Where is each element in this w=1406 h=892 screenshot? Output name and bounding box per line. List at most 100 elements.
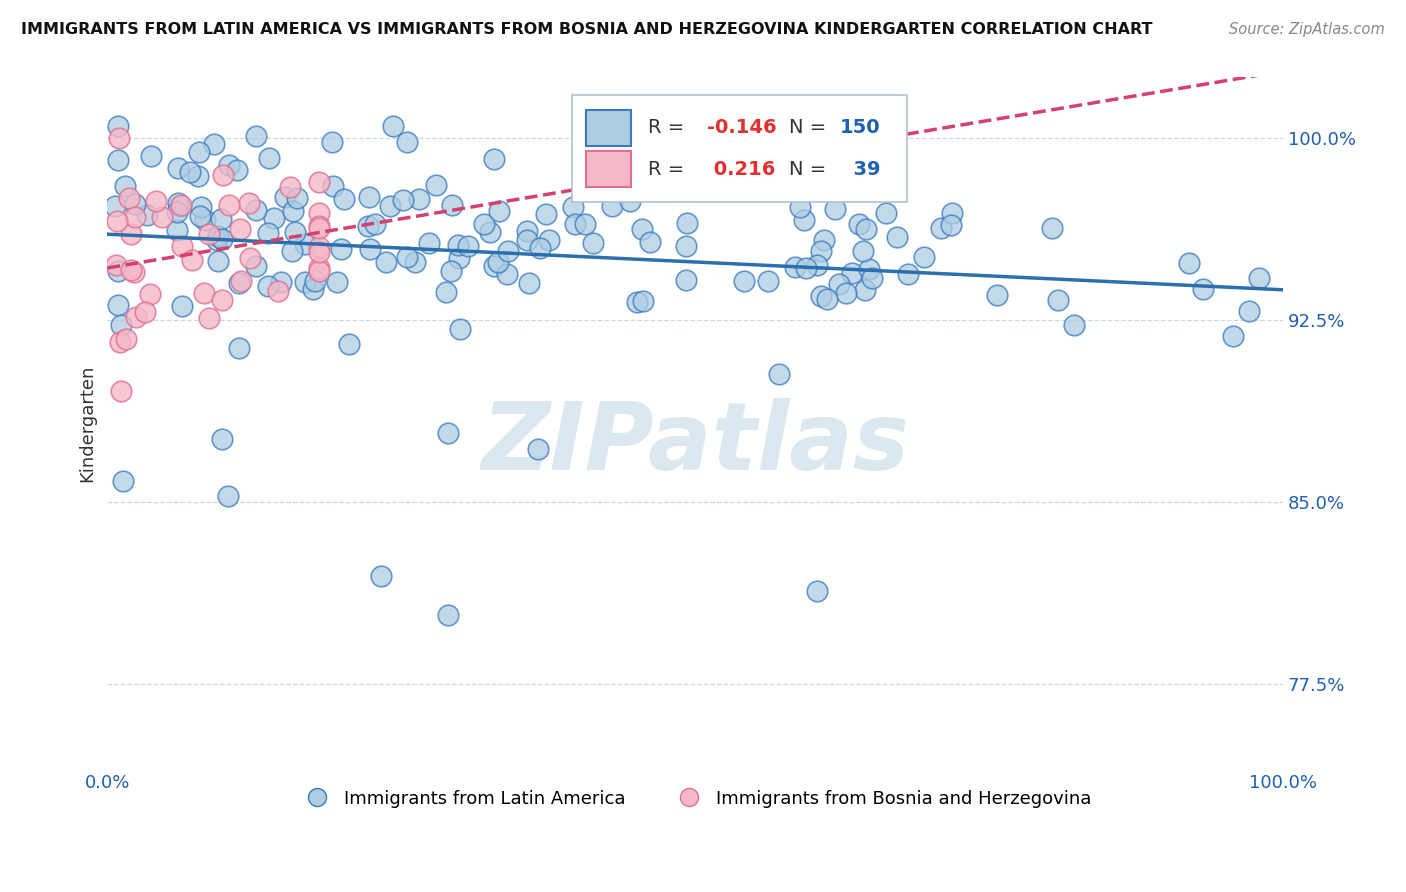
Point — [150, 210, 173, 224]
Point — [537, 233, 560, 247]
Point — [374, 255, 396, 269]
Point — [1040, 221, 1063, 235]
Point — [325, 275, 347, 289]
Text: Source: ZipAtlas.com: Source: ZipAtlas.com — [1229, 22, 1385, 37]
Point — [482, 259, 505, 273]
Point — [479, 225, 502, 239]
Point — [582, 236, 605, 251]
Legend: Immigrants from Latin America, Immigrants from Bosnia and Herzegovina: Immigrants from Latin America, Immigrant… — [292, 782, 1098, 815]
Point — [631, 294, 654, 309]
Point — [120, 263, 142, 277]
Point — [278, 179, 301, 194]
Point — [187, 145, 209, 159]
Point — [111, 474, 134, 488]
Point — [202, 136, 225, 151]
Point — [370, 568, 392, 582]
Point — [457, 238, 479, 252]
Point — [322, 179, 344, 194]
Point — [218, 158, 240, 172]
Point — [815, 292, 838, 306]
Point — [207, 233, 229, 247]
Text: N =: N = — [789, 160, 832, 179]
Text: 0.216: 0.216 — [707, 160, 775, 179]
Point — [929, 221, 952, 235]
Point — [337, 337, 360, 351]
Point — [1237, 303, 1260, 318]
Point — [380, 199, 402, 213]
Point — [124, 211, 146, 225]
Point — [897, 267, 920, 281]
Point — [229, 221, 252, 235]
Point — [281, 244, 304, 259]
Point — [848, 217, 870, 231]
Point — [675, 273, 697, 287]
Point — [218, 198, 240, 212]
Text: ZIPatlas: ZIPatlas — [481, 398, 910, 490]
Point — [190, 200, 212, 214]
Point — [418, 235, 440, 250]
Point — [835, 286, 858, 301]
Point — [939, 218, 962, 232]
Point — [486, 255, 509, 269]
Point — [1047, 293, 1070, 308]
Y-axis label: Kindergarten: Kindergarten — [79, 364, 96, 482]
Point — [179, 165, 201, 179]
Point — [357, 219, 380, 233]
Point — [529, 241, 551, 255]
Point — [437, 607, 460, 622]
Point — [194, 212, 217, 227]
Point — [211, 231, 233, 245]
Point — [108, 335, 131, 350]
Point — [437, 425, 460, 440]
Point — [602, 199, 624, 213]
Point — [181, 252, 204, 267]
Point — [238, 196, 260, 211]
Point — [294, 275, 316, 289]
Point — [404, 255, 426, 269]
FancyBboxPatch shape — [572, 95, 907, 202]
Point — [274, 190, 297, 204]
Point — [308, 240, 330, 254]
Point — [496, 267, 519, 281]
Point — [193, 285, 215, 300]
Point — [986, 288, 1008, 302]
Point — [425, 178, 447, 192]
Point — [391, 193, 413, 207]
Point — [304, 274, 326, 288]
Point — [166, 223, 188, 237]
Point — [245, 259, 267, 273]
Point — [853, 283, 876, 297]
Point — [308, 245, 330, 260]
Point — [768, 367, 790, 381]
Point — [308, 264, 330, 278]
Point — [395, 250, 418, 264]
Point — [107, 153, 129, 168]
Point — [806, 258, 828, 272]
Point — [561, 200, 583, 214]
Point — [107, 298, 129, 312]
Point — [256, 278, 278, 293]
Point — [211, 432, 233, 446]
Point — [107, 264, 129, 278]
Point — [108, 130, 131, 145]
Point — [172, 238, 194, 252]
Point — [440, 264, 463, 278]
Text: 39: 39 — [839, 160, 880, 179]
Point — [841, 266, 863, 280]
Point — [124, 310, 146, 325]
Point — [118, 191, 141, 205]
Point — [810, 244, 832, 258]
Point — [270, 276, 292, 290]
Point — [852, 244, 875, 259]
Point — [256, 227, 278, 241]
Point — [735, 147, 758, 161]
Point — [166, 161, 188, 176]
Point — [785, 260, 807, 274]
Point — [1178, 256, 1201, 270]
Point — [875, 206, 897, 220]
Point — [124, 197, 146, 211]
Point — [408, 192, 430, 206]
Point — [207, 229, 229, 244]
Point — [209, 212, 232, 227]
Point — [1249, 271, 1271, 285]
